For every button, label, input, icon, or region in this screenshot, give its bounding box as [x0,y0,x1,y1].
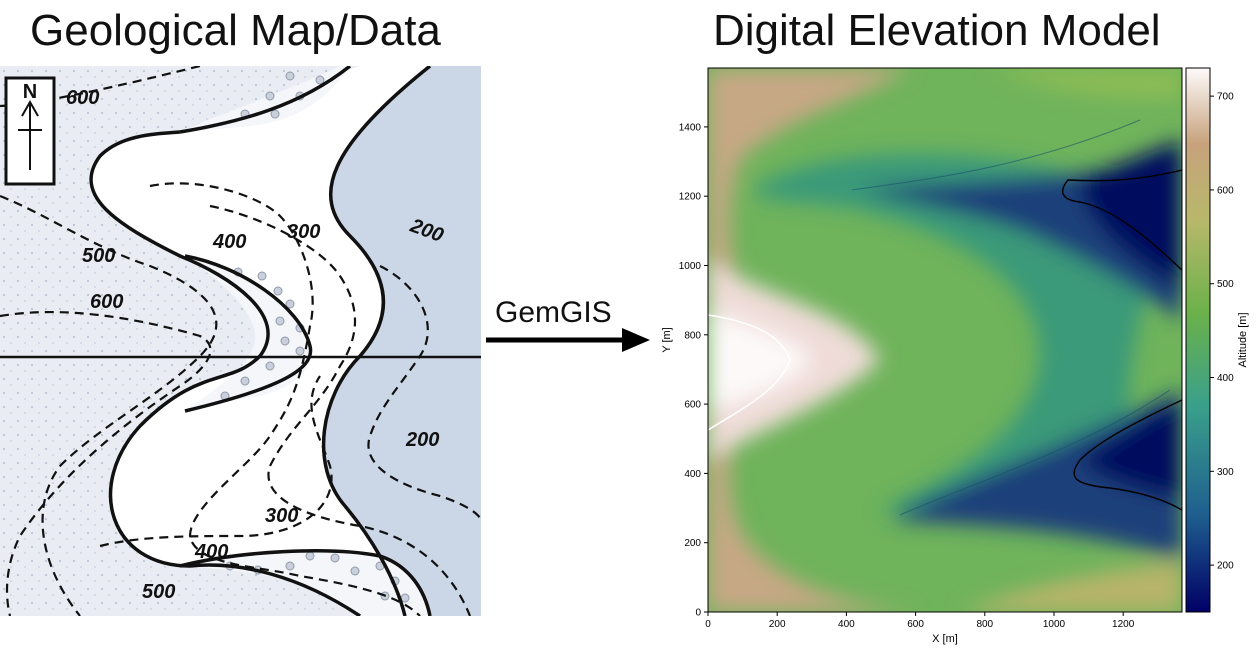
gemgis-label: GemGIS [495,296,612,329]
boundary-lens-top [179,66,352,134]
contour-200-top [367,265,481,522]
contour-label: 600 [66,87,99,109]
y-axis-label: Y [m] [661,327,673,352]
x-tick-label: 600 [907,619,924,630]
contour-300 [209,204,472,616]
geological-map: N 600 500 600 400 300 200 200 300 400 50… [0,66,481,616]
colorbar-label: Altitude [m] [1237,312,1249,367]
y-tick-label: 400 [684,469,701,480]
boundary-west [89,130,361,616]
y-tick-label: 0 [695,608,701,619]
boundary-east [321,66,432,616]
x-axis: 0 200 400 600 800 1000 1200 [705,612,1135,630]
x-tick-label: 400 [838,619,855,630]
colorbar-tick-label: 300 [1217,467,1234,478]
dem-chart: 0 200 400 600 800 1000 1200 0 200 400 600 800 1000 1… [661,67,1249,645]
geological-map-title: Geological Map/Data [30,6,441,55]
y-tick-label: 600 [684,400,701,411]
y-tick-label: 1400 [679,122,702,133]
x-axis-label: X [m] [932,633,958,645]
valley-region [323,66,481,616]
x-tick-label: 1200 [1112,619,1135,630]
dotted-lens-middle [185,256,311,411]
colorbar-tick-label: 600 [1217,185,1234,196]
north-label: N [23,81,37,103]
contour-600-left [0,310,212,616]
contour-label: 400 [212,231,246,253]
colorbar-ticks: 200 300 400 500 600 700 [1210,92,1234,572]
contour-label: 500 [142,581,175,603]
north-arrow-icon: N [4,76,56,186]
colorbar [1185,67,1211,613]
contour-label: 300 [265,505,298,527]
contour-300-south [1073,399,1182,511]
contour-label: 600 [90,291,123,313]
right-arrow-icon [486,328,650,352]
contour-label: 400 [194,541,228,563]
contour-label: 200 [405,429,439,451]
x-tick-label: 200 [769,619,786,630]
colorbar-tick-label: 200 [1217,561,1234,572]
y-tick-label: 800 [684,330,701,341]
dem-title: Digital Elevation Model [713,6,1161,55]
contour-600-line [708,314,791,431]
colorbar-tick-label: 500 [1217,279,1234,290]
contour-label: 300 [287,221,320,243]
white-band [91,66,430,616]
y-tick-label: 200 [684,538,701,549]
x-tick-label: 1000 [1043,619,1066,630]
contour-label: 500 [82,245,115,267]
colorbar-tick-label: 700 [1217,92,1234,103]
y-tick-label: 1000 [679,261,702,272]
y-tick-label: 1200 [679,192,702,203]
boundary-lens-bot [179,549,432,616]
contour-400 [149,182,421,616]
boundary-lens-mid [184,254,313,413]
x-tick-label: 800 [976,619,993,630]
contour-bottom [99,375,333,548]
y-axis: 0 200 400 600 800 1000 1200 1400 [679,122,708,619]
x-tick-label: 0 [705,619,711,630]
contour-300-north [1061,169,1182,271]
elevation-surface [708,68,1182,612]
colorbar-tick-label: 400 [1217,373,1234,384]
dotted-lens-top [180,66,350,132]
